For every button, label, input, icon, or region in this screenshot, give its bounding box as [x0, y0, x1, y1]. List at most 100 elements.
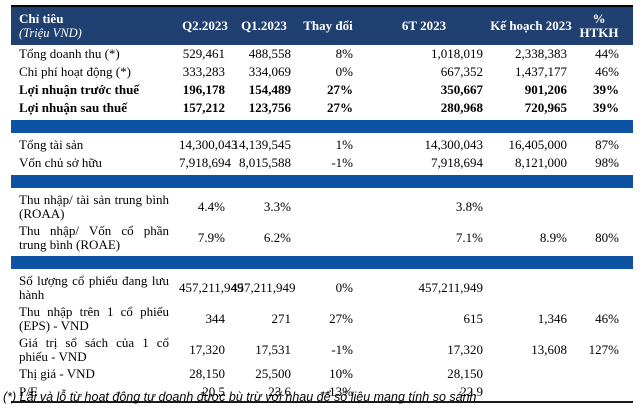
- row-value: 350,667: [440, 82, 483, 98]
- row-value: 1,437,177: [515, 64, 567, 80]
- row-value: 457,211,949: [179, 279, 244, 295]
- row-value: 123,756: [248, 100, 291, 116]
- row-value: 17,320: [447, 341, 483, 357]
- row-value: 488,558: [248, 46, 291, 62]
- row-value: 14,300,043: [179, 137, 238, 153]
- row-value: 46%: [595, 64, 619, 80]
- row-value: 1,346: [537, 310, 567, 326]
- table-section-1: Tổng doanh thu (*) 529,461 488,558 8% 1,018,…: [11, 45, 633, 117]
- row-value: 529,461: [182, 46, 225, 62]
- row-value: 46%: [595, 310, 619, 326]
- row-value: 10%: [329, 366, 353, 382]
- row-value: 344: [205, 310, 226, 326]
- row-value: 7,918,694: [179, 155, 231, 171]
- row-value: 20.5: [202, 384, 225, 400]
- row-value: 1,018,019: [431, 46, 483, 62]
- row-value: 16,405,000: [508, 137, 568, 153]
- row-value: 457,211,949: [418, 279, 483, 295]
- row-value: 27%: [327, 100, 353, 116]
- column-header-plan-2023: Kế hoạch 2023: [490, 18, 572, 33]
- table-header-row: Chỉ tiêu (Triệu VND) Q2.2023 Q1.2023 Tha…: [11, 7, 633, 45]
- row-value: 3.3%: [263, 198, 291, 214]
- row-value: -13%: [324, 384, 353, 400]
- row-value: 80%: [595, 229, 619, 245]
- row-label: Lợi nhuận trước thuế: [19, 82, 140, 98]
- row-value: 127%: [588, 341, 619, 357]
- row-value: 334,069: [248, 64, 291, 80]
- row-value: 196,178: [182, 82, 225, 98]
- row-value: 1%: [335, 137, 353, 153]
- column-header-6t-2023: 6T 2023: [401, 18, 447, 33]
- row-value: 8.9%: [539, 229, 567, 245]
- row-value: 27%: [327, 82, 353, 98]
- table-row: Tổng doanh thu (*) 529,461 488,558 8% 1,018,…: [11, 45, 633, 63]
- row-label: Giá trị sổ sách của 1 cổ phiếu - VND: [19, 335, 169, 364]
- table-row: Thị giá - VND 28,150 25,500 10% 28,150: [11, 365, 633, 383]
- row-value: 8%: [335, 46, 353, 62]
- table-row: Thu nhập/ Vốn cổ phần trung bình (ROAE) 7…: [11, 222, 633, 253]
- row-value: 0%: [335, 279, 353, 295]
- table-bottom-border: [11, 401, 633, 403]
- row-value: 280,968: [440, 100, 483, 116]
- row-value: 457,211,949: [231, 279, 296, 295]
- row-value: 28,150: [189, 366, 225, 382]
- row-value: 7.9%: [197, 229, 225, 245]
- row-value: 667,352: [440, 64, 483, 80]
- header-subtitle: (Triệu VND): [19, 26, 82, 40]
- row-value: 271: [271, 310, 292, 326]
- section-separator-bar: [11, 256, 633, 269]
- row-label: Thu nhập/ tài sản trung bình (ROAA): [19, 192, 169, 221]
- row-label: Thu nhập/ Vốn cổ phần trung bình (ROAE): [19, 223, 169, 252]
- table-body: Tổng doanh thu (*) 529,461 488,558 8% 1,018,…: [11, 45, 633, 401]
- row-value: 98%: [595, 155, 619, 171]
- row-value: 39%: [593, 100, 619, 116]
- row-value: 154,489: [248, 82, 291, 98]
- row-value: 6.2%: [263, 229, 291, 245]
- column-header-q1-2023: Q1.2023: [241, 18, 287, 33]
- row-value: 39%: [593, 82, 619, 98]
- row-value: 7,918,694: [431, 155, 483, 171]
- row-value: 2,338,383: [515, 46, 567, 62]
- column-header-q2-2023: Q2.2023: [182, 18, 228, 33]
- row-value: 17,531: [255, 341, 291, 357]
- table-section-2: Tổng tài sản 14,300,043 14,139,545 1% 14,300…: [11, 136, 633, 172]
- table-section-4: Số lượng cổ phiếu đang lưu hành 457,211,9…: [11, 272, 633, 401]
- row-value: 8,015,588: [239, 155, 291, 171]
- row-value: 13,608: [531, 341, 567, 357]
- row-label: Vốn chủ sở hữu: [19, 155, 102, 171]
- header-title: Chỉ tiêu: [19, 11, 64, 26]
- row-value: 615: [463, 310, 484, 326]
- row-value: 22.9: [460, 384, 483, 400]
- table-row: Thu nhập/ tài sản trung bình (ROAA) 4.4% 3…: [11, 191, 633, 222]
- table-row: P/E 20.5 23.6 -13% 22.9: [11, 383, 633, 401]
- row-value: 28,150: [447, 366, 483, 382]
- row-value: -1%: [331, 341, 353, 357]
- row-label: Thu nhập trên 1 cổ phiếu (EPS) - VND: [19, 304, 169, 333]
- row-value: 87%: [595, 137, 619, 153]
- row-value: 3.8%: [455, 198, 483, 214]
- row-label: Lợi nhuận sau thuế: [19, 100, 127, 116]
- row-value: 8,121,000: [515, 155, 567, 171]
- row-label: P/E: [19, 384, 38, 400]
- row-value: 157,212: [182, 100, 225, 116]
- row-value: 4.4%: [197, 198, 225, 214]
- table-row: Thu nhập trên 1 cổ phiếu (EPS) - VND 344 2…: [11, 303, 633, 334]
- section-separator-bar: [11, 120, 633, 133]
- table-row: Lợi nhuận trước thuế 196,178 154,489 27% 350…: [11, 81, 633, 99]
- table-row: Chi phí hoạt động (*) 333,283 334,069 0% 667…: [11, 63, 633, 81]
- row-value: -1%: [331, 155, 353, 171]
- table-row: Tổng tài sản 14,300,043 14,139,545 1% 14,300…: [11, 136, 633, 154]
- row-value: 720,965: [524, 100, 567, 116]
- row-value: 23.6: [268, 384, 291, 400]
- row-value: 25,500: [255, 366, 291, 382]
- header-label-cell: Chỉ tiêu (Triệu VND): [19, 11, 179, 41]
- row-label: Thị giá - VND: [19, 366, 95, 382]
- table-row: Lợi nhuận sau thuế 157,212 123,756 27% 280,9…: [11, 99, 633, 117]
- row-value: 901,206: [524, 82, 567, 98]
- table-row: Giá trị sổ sách của 1 cổ phiếu - VND 17,3…: [11, 334, 633, 365]
- row-value: 7.1%: [455, 229, 483, 245]
- footnote: (*) Lãi và lỗ từ hoạt động tự doanh được…: [3, 390, 477, 404]
- column-header-pct-htkh: % HTKH: [579, 11, 619, 40]
- row-value: 27%: [329, 310, 353, 326]
- row-value: 44%: [595, 46, 619, 62]
